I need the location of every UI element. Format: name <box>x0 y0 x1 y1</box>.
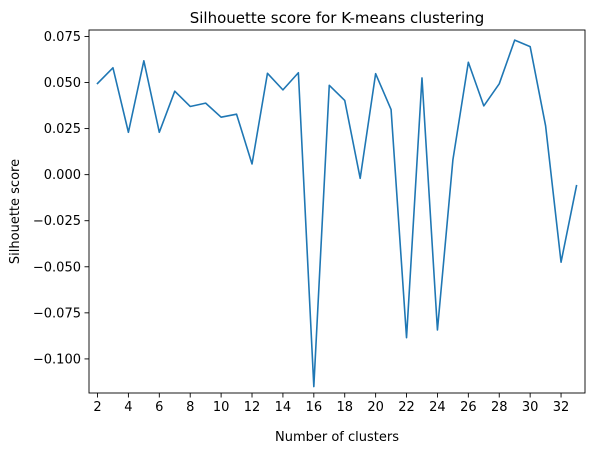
y-tick-label: 0.050 <box>44 76 81 91</box>
plot-area-frame <box>88 29 586 394</box>
y-tick-label: −0.075 <box>33 306 81 321</box>
x-tick-label: 18 <box>336 400 353 415</box>
y-axis-title: Silhouette score <box>8 159 23 264</box>
x-tick-label: 12 <box>244 400 261 415</box>
x-tick-label: 2 <box>93 400 101 415</box>
x-tick-label: 4 <box>124 400 132 415</box>
x-tick-label: 6 <box>155 400 163 415</box>
series-lines <box>96 39 578 388</box>
y-axis-ticks: −0.100 −0.075 −0.050 −0.025 0.000 0.025 0.050 0… <box>33 30 89 367</box>
silhouette-score-line <box>96 39 578 388</box>
x-tick-label: 28 <box>491 400 508 415</box>
x-tick-label: 22 <box>398 400 415 415</box>
x-tick-label: 26 <box>460 400 477 415</box>
chart-title: Silhouette score for K-means clustering <box>190 9 485 27</box>
y-tick-label: 0.075 <box>44 30 81 45</box>
x-tick-label: 30 <box>522 400 539 415</box>
y-tick-label: 0.000 <box>44 168 81 183</box>
y-tick-label: −0.025 <box>33 214 81 229</box>
y-tick-label: −0.100 <box>33 352 81 367</box>
x-tick-label: 14 <box>275 400 292 415</box>
x-tick-label: 24 <box>429 400 446 415</box>
x-tick-label: 16 <box>306 400 323 415</box>
y-tick-label: 0.025 <box>44 122 81 137</box>
x-tick-label: 32 <box>553 400 570 415</box>
x-tick-label: 20 <box>367 400 384 415</box>
x-axis-title: Number of clusters <box>275 430 399 445</box>
x-tick-label: 8 <box>186 400 194 415</box>
x-axis-ticks: 2 4 6 8 10 12 14 16 18 20 22 24 26 28 30 32 <box>93 393 569 415</box>
y-tick-label: −0.050 <box>33 260 81 275</box>
x-tick-label: 10 <box>213 400 230 415</box>
